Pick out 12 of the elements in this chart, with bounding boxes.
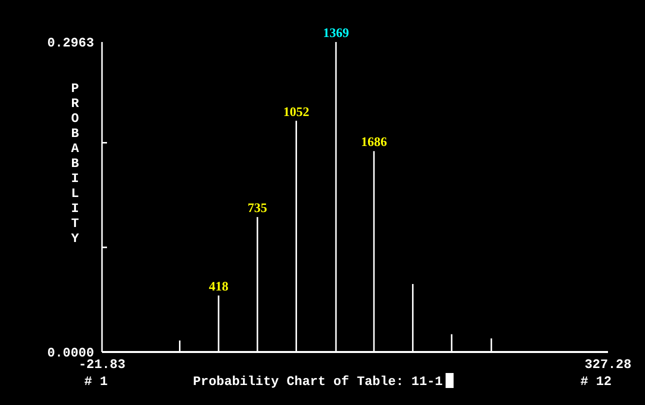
- annotation: 1052: [283, 104, 310, 119]
- x-tick-label: 327.28: [584, 357, 632, 372]
- annotation: 1369: [322, 25, 350, 40]
- y-tick-label: 0.2963: [47, 36, 94, 51]
- text: # 12: [580, 374, 612, 389]
- x-tick-label: -21.83: [78, 357, 126, 372]
- text: Probability Chart of Table: 11-1: [193, 374, 443, 389]
- annotation: 1686: [360, 134, 388, 150]
- annotation: 735: [248, 200, 268, 216]
- text: PROBABILITY: [71, 81, 79, 246]
- annotation: 418: [208, 278, 229, 294]
- text: # 1: [84, 374, 108, 389]
